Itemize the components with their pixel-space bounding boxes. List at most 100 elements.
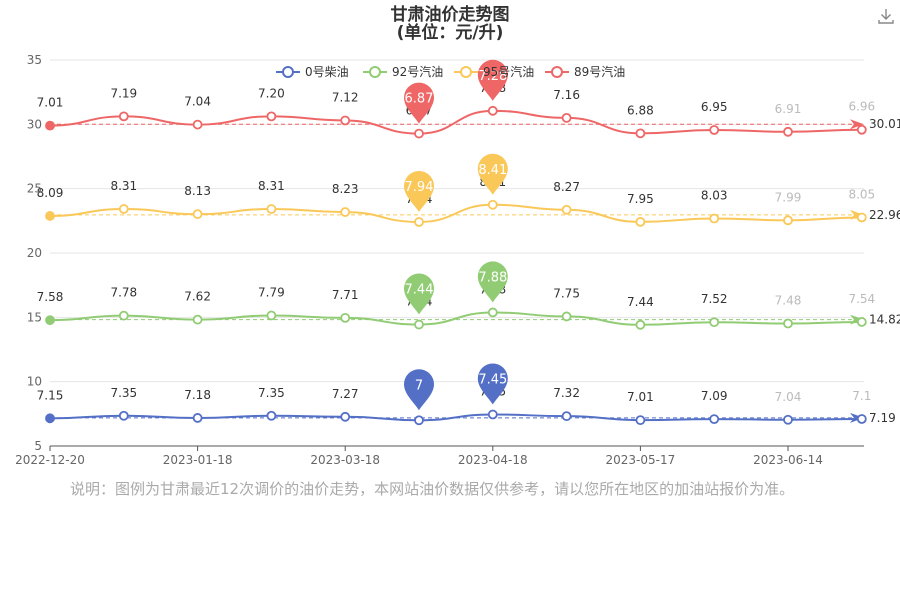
highlight-pins: 7 7.45 7.44 7.88 7.94 8.41 6.87 7.28 xyxy=(404,59,508,411)
data-point xyxy=(414,217,424,227)
data-point xyxy=(118,111,129,122)
legend-marker xyxy=(369,66,381,78)
y-tick-label: 10 xyxy=(27,375,42,389)
data-label: 6.88 xyxy=(627,103,654,117)
average-value-label: 14.82 xyxy=(869,313,900,327)
data-point xyxy=(561,411,572,422)
average-arrow xyxy=(850,119,864,130)
data-point xyxy=(709,317,720,328)
data-point xyxy=(783,318,793,329)
data-point xyxy=(340,312,351,323)
series-line xyxy=(49,203,862,223)
data-point xyxy=(487,199,498,210)
data-point xyxy=(561,204,572,215)
data-point xyxy=(266,310,277,321)
data-point xyxy=(635,128,646,139)
data-label: 8.03 xyxy=(701,189,728,203)
data-label: 7.58 xyxy=(37,290,64,304)
data-label: 7.19 xyxy=(110,86,137,100)
data-label: 7.48 xyxy=(775,294,802,308)
data-label: 8.23 xyxy=(332,182,359,196)
data-label: 7.04 xyxy=(775,390,802,404)
highlight-pin-label: 7 xyxy=(415,378,423,393)
data-label: 7.54 xyxy=(848,292,875,306)
data-point xyxy=(414,128,424,139)
average-value-label: 30.01 xyxy=(869,117,900,131)
data-point xyxy=(487,307,498,318)
x-tick-label: 2023-06-14 xyxy=(753,453,823,467)
data-label: 8.27 xyxy=(553,180,580,194)
series-line xyxy=(49,413,862,422)
data-label: 7.35 xyxy=(110,386,137,400)
legend-item[interactable]: 89号汽油 xyxy=(545,64,625,79)
data-point xyxy=(709,414,720,425)
data-point xyxy=(783,126,793,137)
data-label: 7.52 xyxy=(701,292,728,306)
data-label: 7.12 xyxy=(332,90,359,104)
data-point xyxy=(709,213,720,224)
grid-lines xyxy=(50,59,864,383)
data-point xyxy=(192,209,203,220)
data-point xyxy=(118,204,129,214)
data-point xyxy=(414,319,424,330)
legend-item[interactable]: 95号汽油 xyxy=(454,64,534,79)
highlight-pin-label: 7.45 xyxy=(478,372,507,387)
data-point xyxy=(414,415,424,426)
y-tick-label: 30 xyxy=(27,117,42,131)
data-label: 7.18 xyxy=(184,388,211,402)
x-tick-label: 2022-12-20 xyxy=(15,453,85,467)
chart-note: 说明：图例为甘肃最近12次调价的油价走势，本网站油价数据仅供参考，请以您所在地区… xyxy=(70,480,795,498)
legend[interactable]: 0号柴油 92号汽油 95号汽油 89号汽油 xyxy=(276,64,625,79)
data-point xyxy=(561,311,572,322)
highlight-pin-label: 7.88 xyxy=(478,270,507,285)
x-tick-label: 2023-05-17 xyxy=(606,453,676,467)
data-label: 7.99 xyxy=(775,190,802,204)
data-label: 7.62 xyxy=(184,290,211,304)
average-lines: 7.19 14.82 22.96 30.01 xyxy=(50,117,900,425)
series-lines xyxy=(49,109,862,422)
chart-title: 甘肃油价走势图 xyxy=(391,4,510,25)
highlight-pin xyxy=(477,261,508,303)
data-label: 7.1 xyxy=(852,389,871,403)
data-point xyxy=(118,410,129,421)
legend-marker xyxy=(282,66,294,78)
data-point xyxy=(45,211,55,221)
data-point xyxy=(709,125,720,135)
data-point xyxy=(635,216,646,227)
highlight-pin-label: 8.41 xyxy=(478,163,507,178)
y-tick-label: 25 xyxy=(27,182,42,196)
legend-item[interactable]: 0号柴油 xyxy=(276,65,349,79)
data-point xyxy=(45,120,55,131)
data-point xyxy=(783,215,793,226)
data-label: 7.16 xyxy=(553,88,580,102)
data-labels: 7.15 7.35 7.18 7.35 7.27 7 7.45 7.32 7.01 7.09 7.0… xyxy=(37,81,876,404)
y-tick-label: 35 xyxy=(27,53,42,67)
data-label: 7.04 xyxy=(184,95,211,109)
highlight-pin xyxy=(404,82,434,124)
legend-item[interactable]: 92号汽油 xyxy=(363,64,443,79)
data-label: 8.13 xyxy=(184,184,211,198)
data-label: 8.31 xyxy=(110,179,137,193)
data-point xyxy=(340,411,351,422)
data-point xyxy=(856,124,867,135)
data-label: 7.44 xyxy=(627,295,654,309)
data-point xyxy=(856,414,867,424)
data-point xyxy=(192,413,203,423)
data-point xyxy=(635,415,646,426)
data-label: 7.79 xyxy=(258,286,285,300)
series-line xyxy=(49,311,862,326)
data-point xyxy=(856,317,867,327)
data-point xyxy=(783,414,793,425)
data-point xyxy=(45,413,55,424)
data-label: 8.09 xyxy=(37,186,64,200)
highlight-pin xyxy=(404,369,434,411)
legend-label: 0号柴油 xyxy=(305,65,349,79)
download-icon[interactable] xyxy=(878,9,894,24)
data-point xyxy=(118,310,129,321)
data-label: 6.95 xyxy=(701,100,728,114)
data-point xyxy=(487,105,498,116)
data-label: 8.05 xyxy=(848,187,875,201)
data-label: 7.71 xyxy=(332,288,359,302)
data-point xyxy=(856,212,867,223)
data-label: 8.31 xyxy=(258,179,285,193)
